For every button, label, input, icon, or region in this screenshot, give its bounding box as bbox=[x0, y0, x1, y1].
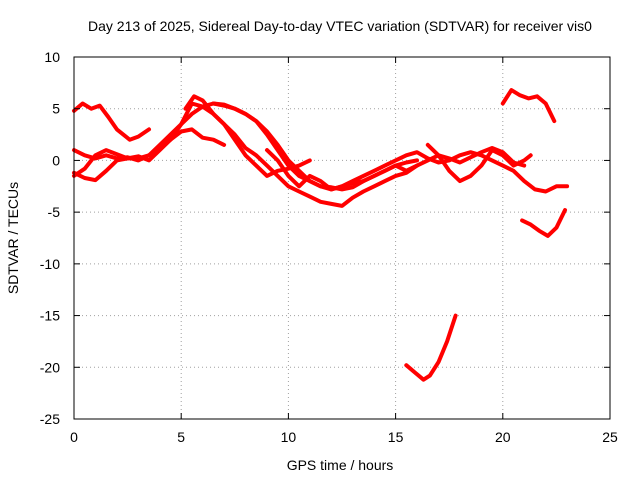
series-line-trace-5 bbox=[183, 94, 419, 208]
series-line-trace-11 bbox=[404, 313, 458, 382]
y-tick-label: -10 bbox=[40, 256, 60, 272]
y-tick-label: -20 bbox=[40, 359, 60, 375]
y-tick-label: 5 bbox=[52, 101, 60, 117]
x-tick-label: 15 bbox=[388, 429, 404, 445]
x-axis-label: GPS time / hours bbox=[287, 457, 394, 473]
y-tick-label: -5 bbox=[48, 204, 61, 220]
x-tick-label: 20 bbox=[495, 429, 511, 445]
x-tick-label: 5 bbox=[177, 429, 185, 445]
y-axis-label: SDTVAR / TECUs bbox=[5, 182, 21, 294]
axis-ticks: 0 5 10 15 20 25 -25 -20 -15 -10 -5 0 5 10 bbox=[40, 49, 618, 445]
y-tick-label: -15 bbox=[40, 308, 60, 324]
x-tick-label: 0 bbox=[70, 429, 78, 445]
series-line-trace-7 bbox=[265, 146, 527, 192]
series-line-trace-4 bbox=[72, 101, 312, 183]
series-line-trace-10 bbox=[520, 208, 567, 238]
series-line-trace-8 bbox=[425, 142, 533, 184]
y-tick-label: -25 bbox=[40, 411, 60, 427]
series-line-trace-1 bbox=[72, 101, 151, 142]
x-tick-label: 25 bbox=[602, 429, 618, 445]
y-tick-label: 10 bbox=[44, 49, 60, 65]
series-line-trace-6 bbox=[211, 101, 570, 194]
x-tick-label: 10 bbox=[281, 429, 297, 445]
data-series bbox=[72, 88, 570, 382]
plot-frame bbox=[73, 56, 611, 420]
chart-title: Day 213 of 2025, Sidereal Day-to-day VTE… bbox=[88, 18, 592, 34]
grid-lines bbox=[74, 57, 610, 419]
y-tick-label: 0 bbox=[52, 152, 60, 168]
series-line-trace-2 bbox=[72, 127, 227, 178]
series-line-trace-9 bbox=[500, 88, 557, 124]
